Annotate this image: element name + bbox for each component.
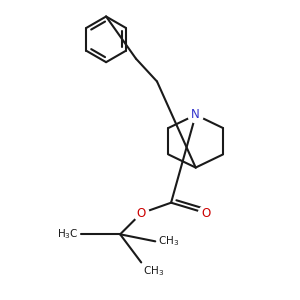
- Text: H$_3$C: H$_3$C: [57, 227, 79, 241]
- Text: CH$_3$: CH$_3$: [143, 264, 164, 278]
- Text: N: N: [191, 108, 200, 122]
- Circle shape: [134, 206, 149, 221]
- Text: CH$_3$: CH$_3$: [158, 234, 179, 248]
- Text: O: O: [136, 207, 146, 220]
- Circle shape: [199, 206, 214, 221]
- Circle shape: [188, 107, 203, 123]
- Text: O: O: [202, 207, 211, 220]
